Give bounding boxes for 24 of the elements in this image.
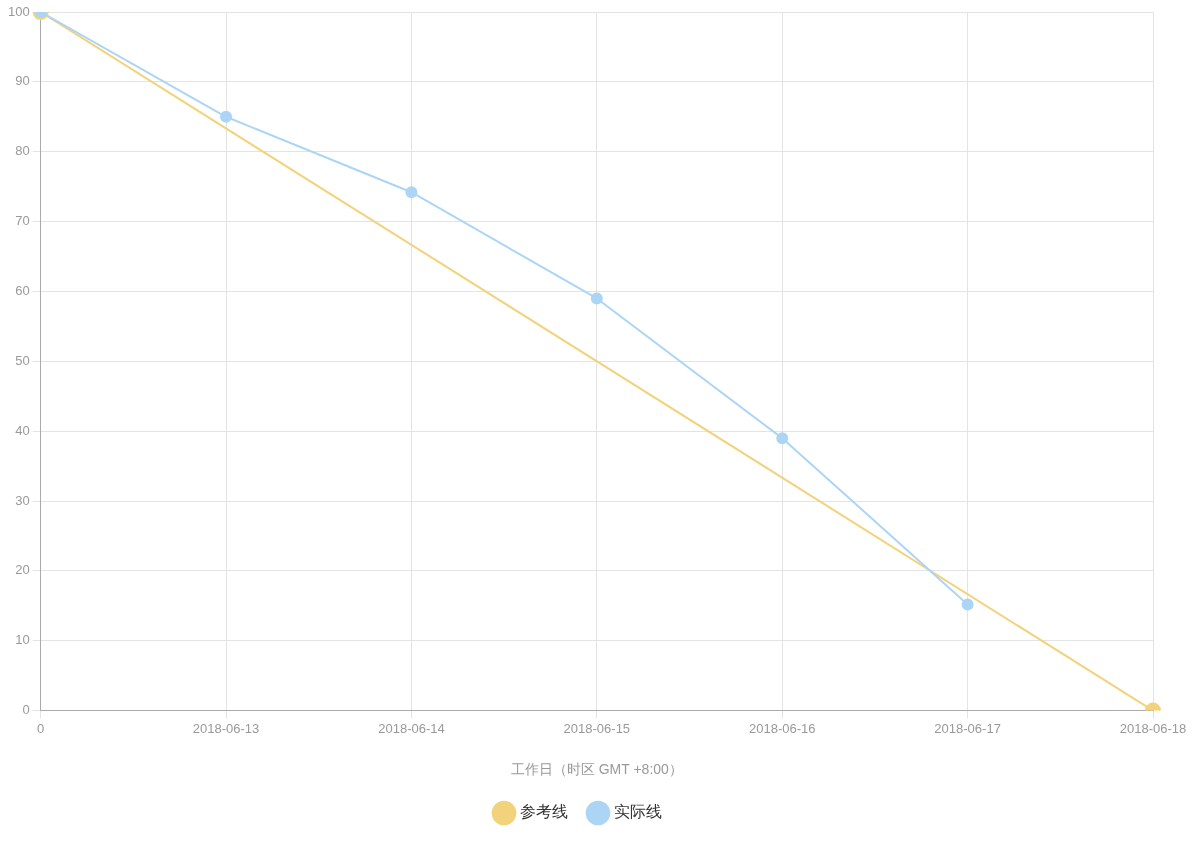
y-tick-label: 0 [22,702,30,718]
x-tick-label: 0 [37,720,45,736]
y-tick-label: 50 [15,352,30,368]
y-tick-label: 80 [15,143,30,159]
x-tick-label: 2018-06-17 [934,720,1001,736]
x-axis-title: 工作日（时区 GMT +8:00） [510,761,683,778]
y-tick-label: 100 [7,3,30,19]
legend-label: 实际线 [614,802,662,822]
x-tick-label: 2018-06-14 [378,720,445,736]
y-tick-label: 20 [15,562,30,578]
point [776,432,789,445]
point [405,186,418,199]
x-tick-label: 2018-06-16 [748,720,816,736]
y-tick-label: 90 [15,73,30,89]
y-tick-label: 60 [15,283,30,299]
y-tick-label: 40 [15,422,30,438]
legend-label: 参考线 [520,802,568,822]
y-tick-label: 70 [15,213,30,229]
point [590,292,603,305]
y-tick-label: 30 [15,492,30,508]
x-tick-label: 2018-06-15 [563,720,631,736]
y-tick-label: 10 [15,632,30,648]
x-tick-label: 2018-06-13 [192,720,260,736]
x-tick-label: 2018-06-18 [1119,720,1187,736]
